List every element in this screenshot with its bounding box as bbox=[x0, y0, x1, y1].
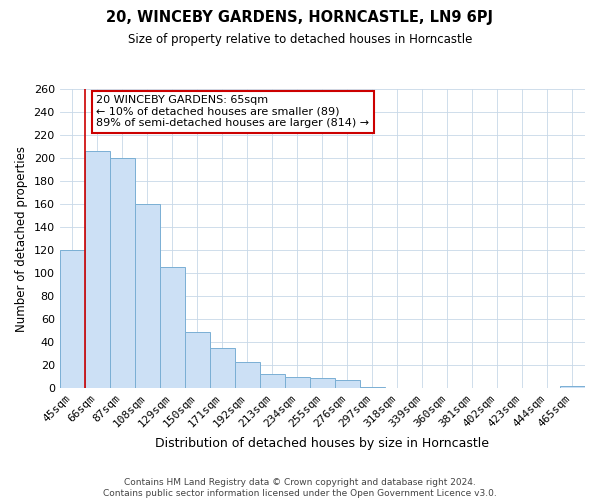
Text: Size of property relative to detached houses in Horncastle: Size of property relative to detached ho… bbox=[128, 32, 472, 46]
Text: Contains HM Land Registry data © Crown copyright and database right 2024.
Contai: Contains HM Land Registry data © Crown c… bbox=[103, 478, 497, 498]
Bar bbox=[285, 376, 310, 388]
Bar bbox=[210, 348, 235, 388]
Bar bbox=[260, 374, 285, 388]
Bar bbox=[185, 332, 210, 388]
X-axis label: Distribution of detached houses by size in Horncastle: Distribution of detached houses by size … bbox=[155, 437, 490, 450]
Bar bbox=[160, 268, 185, 388]
Text: 20, WINCEBY GARDENS, HORNCASTLE, LN9 6PJ: 20, WINCEBY GARDENS, HORNCASTLE, LN9 6PJ bbox=[107, 10, 493, 25]
Y-axis label: Number of detached properties: Number of detached properties bbox=[15, 146, 28, 332]
Bar bbox=[560, 386, 585, 388]
Bar bbox=[360, 387, 385, 388]
Text: 20 WINCEBY GARDENS: 65sqm
← 10% of detached houses are smaller (89)
89% of semi-: 20 WINCEBY GARDENS: 65sqm ← 10% of detac… bbox=[97, 95, 370, 128]
Bar bbox=[335, 380, 360, 388]
Bar bbox=[235, 362, 260, 388]
Bar bbox=[59, 250, 85, 388]
Bar bbox=[110, 158, 135, 388]
Bar bbox=[135, 204, 160, 388]
Bar bbox=[85, 151, 110, 388]
Bar bbox=[310, 378, 335, 388]
